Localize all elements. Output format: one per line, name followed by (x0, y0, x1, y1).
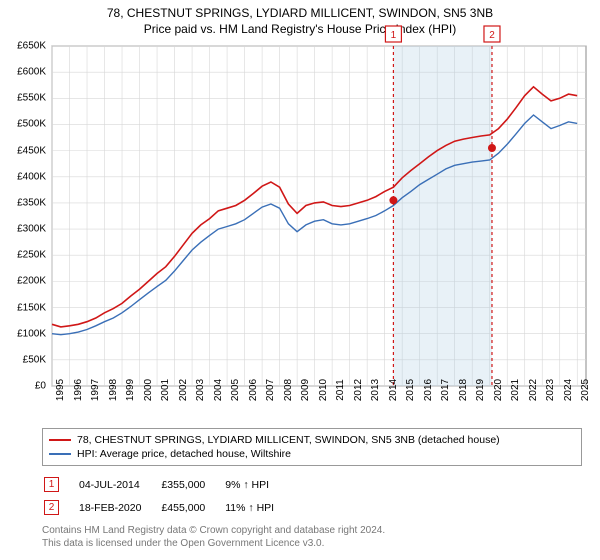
x-axis-tick-label: 2016 (423, 379, 434, 401)
y-axis-tick-label: £650K (17, 41, 46, 52)
x-axis-tick-label: 2005 (230, 379, 241, 401)
x-axis-tick-label: 2002 (178, 379, 189, 401)
x-axis-tick-label: 2011 (335, 379, 346, 401)
y-axis-tick-label: £300K (17, 224, 46, 235)
chart-area: 12 £0£50K£100K£150K£200K£250K£300K£350K£… (52, 46, 586, 386)
y-axis-tick-label: £350K (17, 197, 46, 208)
y-axis-tick-label: £100K (17, 328, 46, 339)
legend-row-hpi: HPI: Average price, detached house, Wilt… (49, 447, 575, 461)
x-axis-tick-label: 2007 (265, 379, 276, 401)
sale-price: £355,000 (161, 474, 223, 495)
x-axis-tick-label: 2025 (580, 379, 591, 401)
y-axis-tick-label: £0 (35, 381, 46, 392)
x-axis-tick-label: 2009 (300, 379, 311, 401)
legend-label-hpi: HPI: Average price, detached house, Wilt… (77, 448, 291, 460)
legend-swatch-hpi (49, 453, 71, 455)
y-axis-tick-label: £500K (17, 119, 46, 130)
y-axis-tick-label: £250K (17, 250, 46, 261)
x-axis-tick-label: 2004 (213, 379, 224, 401)
x-axis-tick-label: 2020 (493, 379, 504, 401)
x-axis-tick-label: 2022 (528, 379, 539, 401)
x-axis-tick-label: 2021 (510, 379, 521, 401)
legend-label-property: 78, CHESTNUT SPRINGS, LYDIARD MILLICENT,… (77, 434, 500, 446)
y-axis-tick-label: £400K (17, 171, 46, 182)
x-axis-tick-label: 2008 (283, 379, 294, 401)
x-axis-tick-label: 2012 (353, 379, 364, 401)
legend-row-property: 78, CHESTNUT SPRINGS, LYDIARD MILLICENT,… (49, 433, 575, 447)
sale-delta: 9% ↑ HPI (225, 474, 292, 495)
x-axis-tick-label: 2006 (248, 379, 259, 401)
svg-text:2: 2 (489, 30, 495, 41)
sale-date: 04-JUL-2014 (79, 474, 159, 495)
legend-swatch-property (49, 439, 71, 441)
sales-table: 1 04-JUL-2014£355,0009% ↑ HPI 2 18-FEB-2020… (42, 472, 294, 520)
x-axis-tick-label: 2013 (370, 379, 381, 401)
x-axis-tick-label: 2019 (475, 379, 486, 401)
x-axis-tick-label: 1995 (55, 379, 66, 401)
chart-title-address: 78, CHESTNUT SPRINGS, LYDIARD MILLICENT,… (0, 0, 600, 20)
x-axis-tick-label: 2024 (563, 379, 574, 401)
x-axis-tick-label: 2018 (458, 379, 469, 401)
y-axis-tick-label: £550K (17, 93, 46, 104)
sale-row: 2 18-FEB-2020£455,00011% ↑ HPI (44, 497, 292, 518)
footer-attribution: Contains HM Land Registry data © Crown c… (42, 524, 385, 550)
x-axis-tick-label: 1999 (125, 379, 136, 401)
x-axis-tick-label: 2015 (405, 379, 416, 401)
x-axis-tick-label: 2014 (388, 379, 399, 401)
footer-line1: Contains HM Land Registry data © Crown c… (42, 524, 385, 537)
x-axis-tick-label: 1998 (108, 379, 119, 401)
sale-marker-badge: 1 (44, 477, 59, 492)
legend-box: 78, CHESTNUT SPRINGS, LYDIARD MILLICENT,… (42, 428, 582, 466)
x-axis-tick-label: 2001 (160, 379, 171, 401)
y-axis-tick-label: £150K (17, 302, 46, 313)
svg-text:1: 1 (391, 30, 397, 41)
x-axis-tick-label: 2000 (143, 379, 154, 401)
y-axis-tick-label: £50K (23, 354, 46, 365)
y-axis-tick-label: £450K (17, 145, 46, 156)
footer-line2: This data is licensed under the Open Gov… (42, 537, 385, 550)
y-axis-tick-label: £200K (17, 276, 46, 287)
x-axis-tick-label: 2023 (545, 379, 556, 401)
x-axis-tick-label: 2017 (440, 379, 451, 401)
x-axis-tick-label: 2003 (195, 379, 206, 401)
x-axis-tick-label: 1997 (90, 379, 101, 401)
x-axis-tick-label: 1996 (73, 379, 84, 401)
sale-delta: 11% ↑ HPI (225, 497, 292, 518)
y-axis-tick-label: £600K (17, 67, 46, 78)
sale-row: 1 04-JUL-2014£355,0009% ↑ HPI (44, 474, 292, 495)
sale-marker-badge: 2 (44, 500, 59, 515)
chart-title-subtitle: Price paid vs. HM Land Registry's House … (0, 20, 600, 36)
sale-price: £455,000 (161, 497, 223, 518)
x-axis-tick-label: 2010 (318, 379, 329, 401)
sale-date: 18-FEB-2020 (79, 497, 159, 518)
chart-svg: 12 (52, 46, 586, 386)
